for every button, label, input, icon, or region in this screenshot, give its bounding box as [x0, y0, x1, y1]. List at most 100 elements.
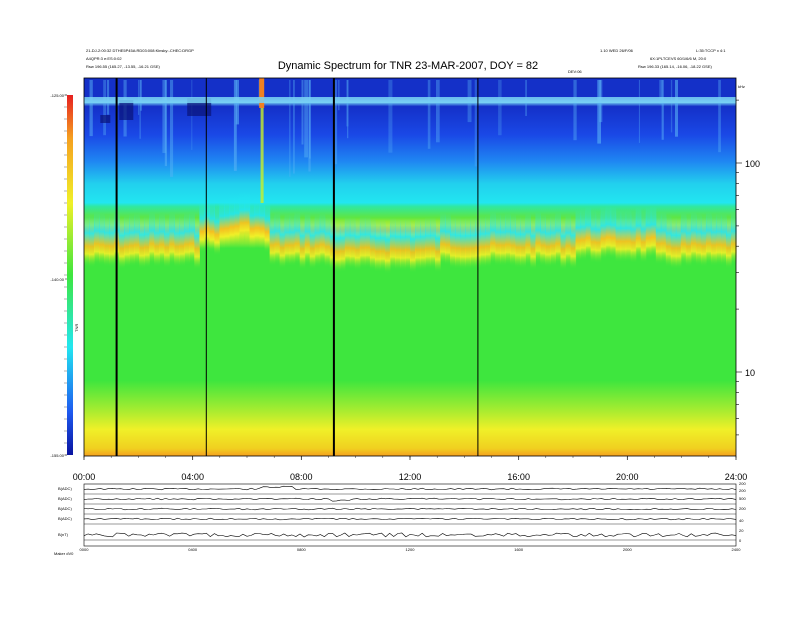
colorbar-tick-label: -125.00: [50, 93, 64, 98]
band-segment: [159, 213, 165, 266]
band-segment: [680, 212, 687, 265]
streak: [346, 80, 349, 127]
trace-line: [83, 507, 737, 511]
trace-label: B(ADC): [58, 496, 72, 501]
band-segment: [530, 217, 536, 270]
band-segment: [460, 217, 466, 270]
band-segment: [726, 216, 732, 269]
band-segment: [139, 216, 145, 269]
band-segment: [605, 206, 612, 259]
band-segment: [274, 212, 281, 265]
bottom-right-tick-label: 200: [739, 488, 746, 493]
band-segment: [254, 196, 261, 249]
band-segment: [189, 212, 195, 265]
bottom-traces-panel: B(ADC)B(ADC)B(ADC)B(ADC)B(nT)20020050020…: [58, 481, 746, 552]
streak: [139, 80, 141, 139]
band-segment: [369, 218, 376, 271]
colorbar-tick-label: -155.00: [50, 453, 64, 458]
band-segment: [209, 200, 215, 253]
band-segment: [304, 213, 311, 266]
band-segment: [379, 219, 386, 272]
streak: [659, 80, 663, 105]
streak: [573, 80, 577, 141]
band-segment: [585, 206, 592, 259]
band-segment: [89, 215, 95, 268]
band-segment: [109, 215, 115, 267]
band-segment: [164, 216, 170, 268]
x-tick-label: 20:00: [616, 472, 639, 482]
band-segment: [700, 214, 707, 267]
streak: [140, 80, 142, 111]
band-segment: [415, 218, 421, 271]
bottom-right-tick-label: 200: [739, 506, 746, 511]
band-segment: [615, 210, 622, 263]
bottom-time-label: 2000: [623, 547, 633, 552]
band-segment: [319, 213, 326, 266]
band-segment: [630, 211, 637, 264]
streak: [474, 80, 477, 167]
trace-label: B(ADC): [58, 516, 72, 521]
band-segment: [204, 197, 210, 250]
band-segment: [660, 212, 667, 265]
band-segment: [731, 212, 737, 265]
band-segment: [705, 212, 712, 265]
band-segment: [344, 216, 351, 269]
streak: [233, 80, 237, 171]
band-segment: [645, 207, 652, 259]
streak: [308, 80, 311, 172]
band-segment: [580, 208, 587, 261]
band-segment: [294, 212, 301, 265]
band-segment: [430, 217, 436, 270]
band-segment: [555, 212, 561, 265]
spectrogram-texture: [84, 78, 737, 274]
spectrogram-vertical-lines: [115, 78, 479, 456]
band-segment: [179, 214, 185, 267]
streak: [597, 80, 601, 144]
bottom-time-label: 1200: [406, 547, 416, 552]
band-segment: [99, 213, 105, 266]
band-segment: [314, 214, 321, 267]
bottom-footer-left: Maker dV0: [54, 551, 74, 556]
band-segment: [119, 217, 125, 270]
burst-tail: [260, 108, 264, 203]
trace-label: B(nT): [58, 532, 69, 537]
x-tick-label: 04:00: [181, 472, 204, 482]
band-segment: [650, 206, 657, 259]
bottom-time-label: 0000: [80, 547, 90, 552]
header-left-line2: A4QPR:3 e:ES:0:02: [86, 56, 122, 61]
band-segment: [710, 214, 717, 267]
bottom-right-tick-label: 0: [739, 538, 742, 543]
burst: [259, 78, 265, 108]
colorbar-tick-label: -140.00: [50, 277, 64, 282]
header-right-line2: L:35:TCCP x 4:1: [696, 48, 726, 53]
streak: [293, 80, 295, 174]
streak: [309, 80, 311, 159]
band-segment: [269, 214, 276, 266]
band-segment: [324, 215, 331, 268]
band-segment: [525, 213, 531, 266]
streak: [675, 80, 678, 137]
x-tick-label: 24:00: [725, 472, 748, 482]
band-segment: [84, 214, 90, 267]
band-segment: [410, 221, 416, 273]
band-segment: [540, 214, 546, 267]
time-axis: 00:00 04:00 08:00 12:00 16:00 20:00 24:00: [73, 456, 748, 482]
band-segment: [520, 216, 526, 269]
band-segment: [219, 197, 225, 250]
band-segment: [329, 218, 336, 271]
band-segment: [450, 216, 456, 269]
band-segment: [194, 217, 200, 270]
right-frequency-axis: 100 10: [736, 99, 760, 436]
streak: [638, 80, 640, 143]
band-segment: [470, 217, 476, 270]
band-segment: [149, 212, 155, 265]
top-light-bar: [84, 97, 736, 103]
band-segment: [435, 220, 441, 273]
band-segment: [550, 214, 556, 267]
trace-line: [83, 532, 737, 538]
band-segment: [284, 214, 291, 267]
streak: [498, 80, 502, 136]
band-segment: [490, 212, 496, 265]
band-segment: [510, 214, 516, 267]
